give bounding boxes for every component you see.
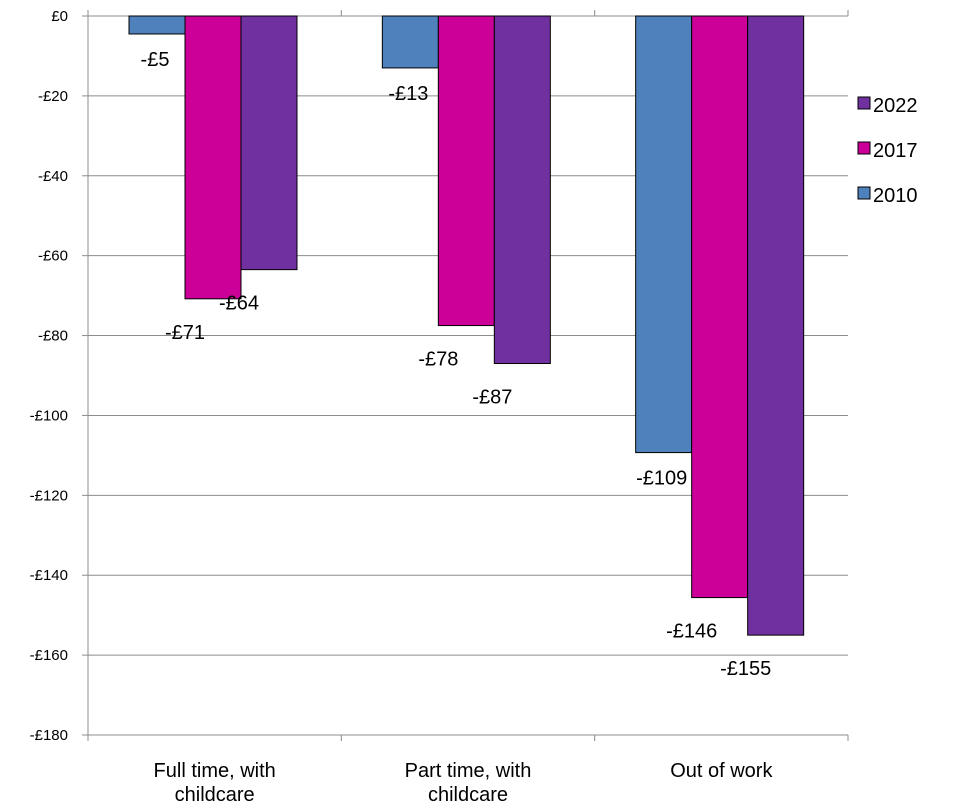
data-label: -£109 (636, 468, 687, 490)
y-tick-label: -£120 (30, 487, 68, 504)
y-tick-label: -£80 (38, 328, 68, 345)
x-category-label-line: childcare (428, 784, 508, 806)
x-category-label: Out of work (670, 760, 773, 782)
data-label: -£5 (141, 49, 170, 71)
y-tick-label: £0 (51, 8, 68, 25)
y-tick-label: -£160 (30, 647, 68, 664)
data-label: -£87 (472, 387, 512, 409)
x-category-label: Full time, with childcare (154, 760, 276, 806)
y-tick-label: -£140 (30, 567, 68, 584)
legend-swatch (857, 186, 871, 200)
x-category-label-line: Out of work (670, 760, 773, 782)
data-label: -£146 (666, 621, 717, 643)
bar-2022 (240, 15, 298, 271)
bar-2017 (437, 15, 495, 327)
bar-2010 (128, 15, 186, 35)
axes: £0 -£20 -£40 -£60 -£80 -£100 -£120 -£140 -£160 -£… (30, 8, 849, 806)
bar-2017 (691, 15, 749, 599)
x-category-label: Part time, with childcare (405, 760, 532, 806)
x-category-label-line: Part time, with (405, 760, 532, 782)
data-label: -£13 (388, 83, 428, 105)
y-tick-label: -£100 (30, 407, 68, 424)
legend-swatch (857, 96, 871, 110)
bar-2010 (381, 15, 439, 69)
bar-2022 (493, 15, 551, 365)
data-labels: -£5 -£13 -£109 -£71 -£78 -£146 -£64 -£87 -£155 (141, 49, 772, 680)
data-label: -£155 (720, 658, 771, 680)
bars (128, 15, 805, 636)
data-label: -£78 (418, 349, 458, 371)
legend-swatch (857, 141, 871, 155)
bar-2010 (635, 15, 693, 454)
bar-2022 (747, 15, 805, 636)
y-tick-label: -£60 (38, 248, 68, 265)
data-label: -£71 (165, 322, 205, 344)
y-tick-label: -£180 (30, 727, 68, 744)
y-tick-label: -£40 (38, 168, 68, 185)
legend: 2022 2017 2010 (857, 95, 918, 207)
legend-label: 2017 (873, 140, 918, 162)
x-category-label-line: Full time, with (154, 760, 276, 782)
data-label: -£64 (219, 293, 259, 315)
bar-2017 (184, 15, 242, 300)
x-category-label-line: childcare (175, 784, 255, 806)
y-tick-label: -£20 (38, 88, 68, 105)
legend-label: 2022 (873, 95, 918, 117)
legend-label: 2010 (873, 185, 918, 207)
